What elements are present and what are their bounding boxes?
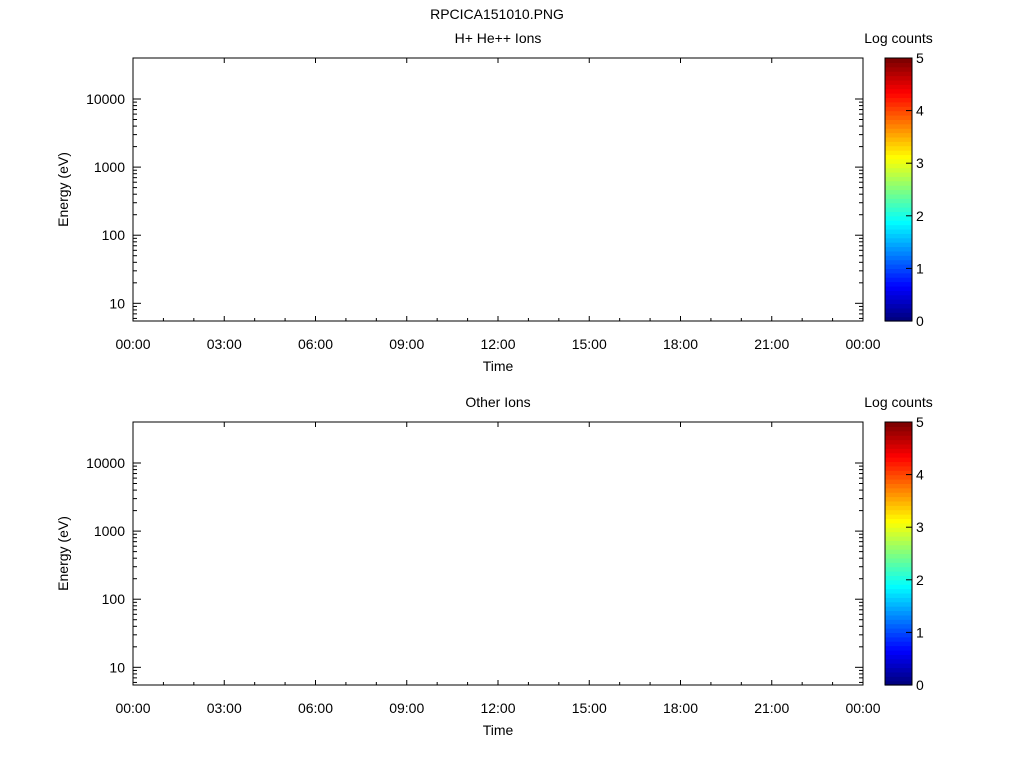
colorbar-step [885,128,912,134]
colorbar: 0 1 2 3 4 5 [884,50,924,329]
colorbar-step [885,193,912,199]
colorbar-step [885,185,912,191]
plot-frame [132,57,864,322]
colorbar-step [885,163,912,169]
figure-title: RPCICA151010.PNG [430,6,564,22]
colorbar-step [885,171,912,177]
colorbar-tick-label: 2 [916,208,924,224]
colorbar-step [885,202,912,208]
y-tick-label: 10000 [86,91,125,107]
colorbar-step [885,303,912,309]
colorbar-frame [884,57,913,322]
colorbar-step [885,285,912,291]
colorbar-step [885,58,912,63]
colorbar-step [885,255,912,261]
colorbar-tick-label: 3 [916,155,924,171]
colorbar-tick-label: 0 [916,313,924,329]
x-tick-label: 12:00 [480,336,515,352]
colorbar-label: Log counts [864,394,933,410]
colorbar-step [885,290,912,296]
colorbar-step [885,228,912,234]
x-tick-label: 21:00 [754,336,789,352]
x-tick-label: 03:00 [207,336,242,352]
colorbar-step [885,307,912,313]
x-tick-label: 06:00 [298,336,333,352]
colorbar-step [885,246,912,252]
panel-h-he-ions: H+ He++ Ions Log counts 00:00 03:00 06:00 09:… [55,30,933,374]
colorbar-step [885,259,912,265]
colorbar-step [885,176,912,182]
colorbar-step [885,250,912,256]
colorbar-step [885,281,912,287]
colorbar-tick-label: 1 [916,260,924,276]
x-tick-label: 00:00 [845,336,880,352]
colorbar-step [885,79,912,85]
colorbar-step [885,277,912,283]
colorbar-step [885,88,912,94]
colorbar-step [885,101,912,107]
colorbar-step [885,215,912,221]
colorbar-step [885,294,912,300]
colorbar-step [885,272,912,278]
colorbar-step [885,75,912,81]
panel-title: Other Ions [465,394,530,410]
colorbar-step [885,189,912,195]
colorbar-step [885,66,912,72]
colorbar-step [885,312,912,318]
colorbar-step [885,93,912,99]
colorbar-step [885,242,912,248]
y-tick-label: 100 [102,227,126,243]
colorbar-tick-label: 5 [916,50,924,66]
colorbar-step [885,158,912,164]
colorbar-label: Log counts [864,30,933,46]
panel-title: H+ He++ Ions [455,30,542,46]
x-axis-label: Time [483,358,514,374]
y-axis-label: Energy (eV) [55,152,71,227]
colorbar-step [885,123,912,129]
colorbar-step [885,71,912,77]
colorbar-step [885,141,912,147]
x-tick-label: 09:00 [389,336,424,352]
colorbar-step [885,136,912,142]
colorbar-step [885,119,912,125]
colorbar-step [885,198,912,204]
x-tick-label: 00:00 [115,336,150,352]
colorbar-step [885,207,912,213]
colorbar-step [885,268,912,274]
colorbar-step [885,97,912,103]
colorbar-step [885,62,912,68]
colorbar-step [885,264,912,269]
colorbar-step [885,224,912,230]
colorbar-step [885,299,912,305]
colorbar-step [885,84,912,90]
colorbar-step [885,180,912,186]
x-tick-label: 18:00 [663,336,698,352]
colorbar-step [885,316,912,322]
colorbar-step [885,106,912,112]
y-tick-label: 10 [109,295,125,311]
colorbar-step [885,211,912,217]
y-tick-label: 1000 [94,159,125,175]
x-tick-label: 15:00 [572,336,607,352]
colorbar-step [885,220,912,226]
colorbar-step [885,150,912,156]
colorbar-step [885,145,912,151]
colorbar-step [885,237,912,243]
colorbar-step [885,233,912,239]
colorbar-step [885,167,912,173]
colorbar-step [885,110,912,116]
colorbar-step [885,114,912,120]
colorbar-step [885,154,912,160]
colorbar-tick-label: 4 [916,103,924,119]
colorbar-step [885,132,912,138]
